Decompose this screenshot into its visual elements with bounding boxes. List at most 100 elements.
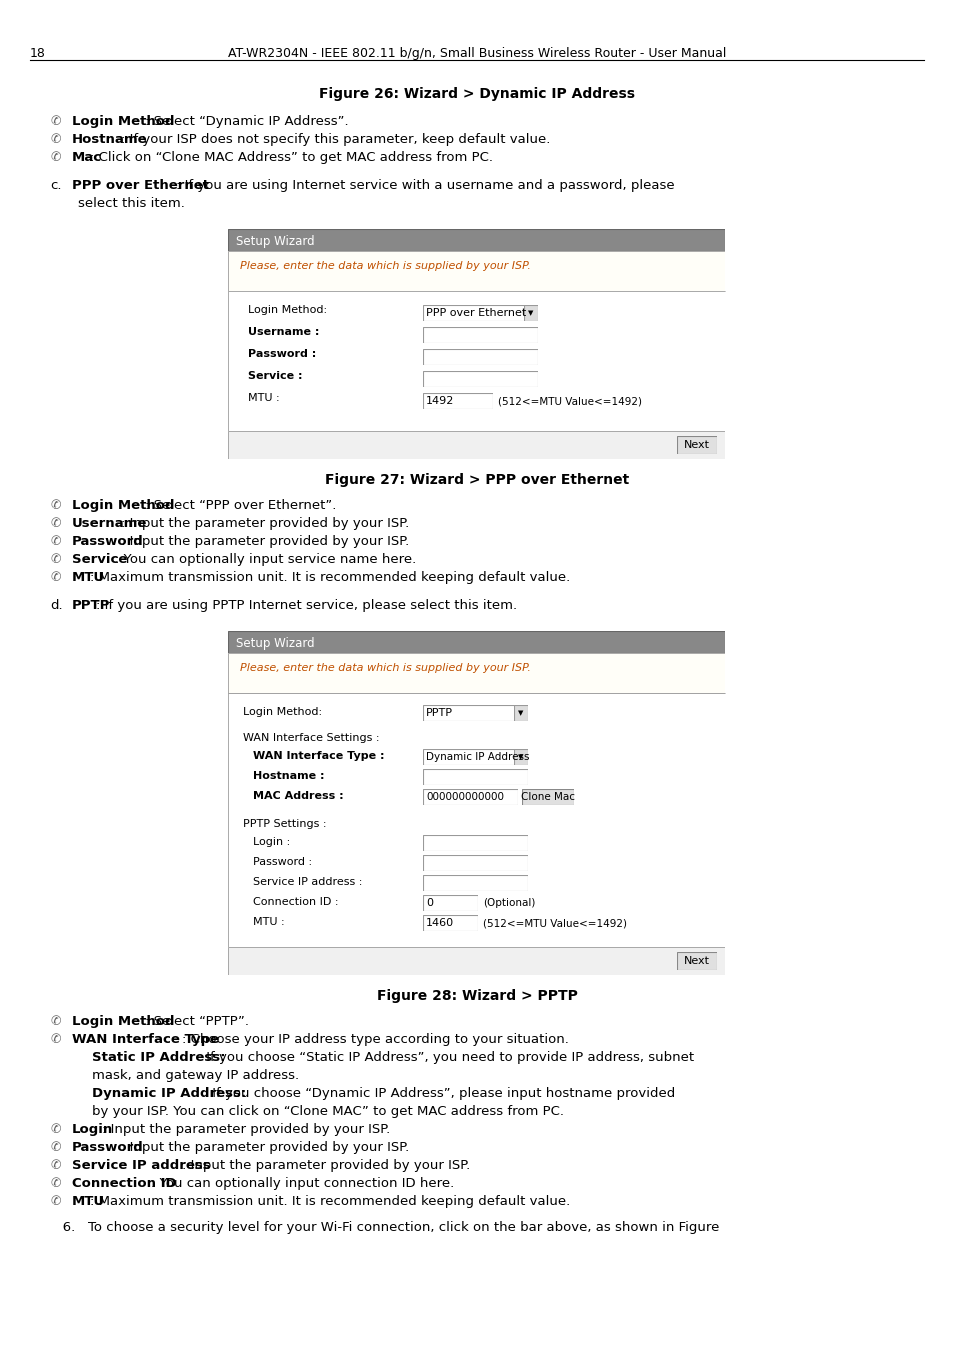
Text: ✆: ✆ xyxy=(50,554,60,566)
Text: 18: 18 xyxy=(30,47,46,59)
Text: PPTP Settings :: PPTP Settings : xyxy=(243,819,326,829)
Text: Setup Wizard: Setup Wizard xyxy=(235,637,314,649)
Text: ▼: ▼ xyxy=(517,710,523,716)
Text: Please, enter the data which is supplied by your ISP.: Please, enter the data which is supplied… xyxy=(240,261,530,271)
Text: ✆: ✆ xyxy=(50,1141,60,1154)
Text: : You can optionally input connection ID here.: : You can optionally input connection ID… xyxy=(152,1177,454,1189)
Text: WAN Interface Type: WAN Interface Type xyxy=(71,1033,219,1046)
Text: Username: Username xyxy=(71,517,147,531)
Text: : Input the parameter provided by your ISP.: : Input the parameter provided by your I… xyxy=(182,1160,470,1172)
Text: Login Method: Login Method xyxy=(71,1015,174,1027)
Text: by your ISP. You can click on “Clone MAC” to get MAC address from PC.: by your ISP. You can click on “Clone MAC… xyxy=(91,1106,563,1118)
Text: Clone Mac: Clone Mac xyxy=(520,792,575,802)
Text: PPP over Ethernet: PPP over Ethernet xyxy=(71,180,209,192)
Text: : Input the parameter provided by your ISP.: : Input the parameter provided by your I… xyxy=(102,1123,391,1135)
Text: PPP over Ethernet: PPP over Ethernet xyxy=(426,308,526,319)
Text: Static IP Address:: Static IP Address: xyxy=(91,1052,225,1064)
Text: ✆: ✆ xyxy=(50,1160,60,1172)
Text: (512<=MTU Value<=1492): (512<=MTU Value<=1492) xyxy=(497,396,641,406)
Text: : Choose your IP address type according to your situation.: : Choose your IP address type according … xyxy=(182,1033,568,1046)
Text: : If your ISP does not specify this parameter, keep default value.: : If your ISP does not specify this para… xyxy=(121,134,550,146)
Text: Password :: Password : xyxy=(253,857,312,867)
Text: Connection ID :: Connection ID : xyxy=(253,896,338,907)
Text: Next: Next xyxy=(683,440,709,450)
Text: ✆: ✆ xyxy=(50,134,60,146)
Text: Password :: Password : xyxy=(248,350,315,359)
Text: WAN Interface Type :: WAN Interface Type : xyxy=(253,751,384,761)
Text: AT-WR2304N - IEEE 802.11 b/g/n, Small Business Wireless Router - User Manual: AT-WR2304N - IEEE 802.11 b/g/n, Small Bu… xyxy=(228,47,725,59)
Text: Hostname: Hostname xyxy=(71,134,148,146)
Text: ✆: ✆ xyxy=(50,500,60,512)
Text: Please, enter the data which is supplied by your ISP.: Please, enter the data which is supplied… xyxy=(240,663,530,674)
Text: Password: Password xyxy=(71,1141,144,1154)
Text: ✆: ✆ xyxy=(50,535,60,548)
Text: Figure 28: Wizard > PPTP: Figure 28: Wizard > PPTP xyxy=(376,990,577,1003)
Text: Password: Password xyxy=(71,535,144,548)
Text: 000000000000: 000000000000 xyxy=(426,792,503,802)
Text: WAN Interface Settings :: WAN Interface Settings : xyxy=(243,733,379,743)
Text: Connection ID: Connection ID xyxy=(71,1177,176,1189)
Text: ✆: ✆ xyxy=(50,115,60,128)
Text: PPTP: PPTP xyxy=(426,707,453,718)
Text: (512<=MTU Value<=1492): (512<=MTU Value<=1492) xyxy=(482,918,626,927)
Text: Login Method: Login Method xyxy=(71,500,174,512)
Text: c.: c. xyxy=(50,180,61,192)
Text: Hostname :: Hostname : xyxy=(253,771,324,782)
Text: Mac: Mac xyxy=(71,151,102,163)
Text: : You can optionally input service name here.: : You can optionally input service name … xyxy=(114,554,416,566)
Text: : Click on “Clone MAC Address” to get MAC address from PC.: : Click on “Clone MAC Address” to get MA… xyxy=(91,151,493,163)
Text: ✆: ✆ xyxy=(50,1123,60,1135)
Text: mask, and gateway IP address.: mask, and gateway IP address. xyxy=(91,1069,299,1081)
Text: MTU: MTU xyxy=(71,571,105,585)
Text: select this item.: select this item. xyxy=(78,197,185,211)
Text: : Input the parameter provided by your ISP.: : Input the parameter provided by your I… xyxy=(121,535,409,548)
Text: ✆: ✆ xyxy=(50,1033,60,1046)
Text: : Maximum transmission unit. It is recommended keeping default value.: : Maximum transmission unit. It is recom… xyxy=(91,1195,570,1208)
Text: 0: 0 xyxy=(426,898,433,909)
Text: MTU: MTU xyxy=(71,1195,105,1208)
Text: ✆: ✆ xyxy=(50,517,60,531)
Text: Login: Login xyxy=(71,1123,113,1135)
Text: Dynamic IP Address: Dynamic IP Address xyxy=(426,752,529,761)
Text: 6.   To choose a security level for your Wi-Fi connection, click on the bar abov: 6. To choose a security level for your W… xyxy=(50,1220,719,1234)
Text: ▼: ▼ xyxy=(527,310,533,316)
Text: Login Method: Login Method xyxy=(71,115,174,128)
Text: Setup Wizard: Setup Wizard xyxy=(235,235,314,248)
Text: If you choose “Static IP Address”, you need to provide IP address, subnet: If you choose “Static IP Address”, you n… xyxy=(202,1052,693,1064)
Text: Login Method:: Login Method: xyxy=(248,305,327,315)
Text: MAC Address :: MAC Address : xyxy=(253,791,343,801)
Text: d.: d. xyxy=(50,599,63,612)
Text: : Input the parameter provided by your ISP.: : Input the parameter provided by your I… xyxy=(121,1141,409,1154)
Text: Service IP address: Service IP address xyxy=(71,1160,211,1172)
Text: Next: Next xyxy=(683,956,709,967)
Text: Service: Service xyxy=(71,554,128,566)
Text: PPTP: PPTP xyxy=(71,599,111,612)
Text: MTU :: MTU : xyxy=(248,393,279,404)
Text: : If you are using PPTP Internet service, please select this item.: : If you are using PPTP Internet service… xyxy=(96,599,517,612)
Text: ✆: ✆ xyxy=(50,1177,60,1189)
Text: 1492: 1492 xyxy=(426,396,454,406)
Text: Figure 27: Wizard > PPP over Ethernet: Figure 27: Wizard > PPP over Ethernet xyxy=(325,472,628,487)
Text: ✆: ✆ xyxy=(50,151,60,163)
Text: : Select “PPTP”.: : Select “PPTP”. xyxy=(145,1015,249,1027)
Text: : If you are using Internet service with a username and a password, please: : If you are using Internet service with… xyxy=(175,180,674,192)
Text: Figure 26: Wizard > Dynamic IP Address: Figure 26: Wizard > Dynamic IP Address xyxy=(318,86,635,101)
Text: ▼: ▼ xyxy=(517,755,523,760)
Text: Login Method:: Login Method: xyxy=(243,707,322,717)
Text: Username :: Username : xyxy=(248,327,319,338)
Text: Service IP address :: Service IP address : xyxy=(253,878,362,887)
Text: : Maximum transmission unit. It is recommended keeping default value.: : Maximum transmission unit. It is recom… xyxy=(91,571,570,585)
Text: Dynamic IP Address:: Dynamic IP Address: xyxy=(91,1087,246,1100)
Text: : Input the parameter provided by your ISP.: : Input the parameter provided by your I… xyxy=(121,517,409,531)
Text: (Optional): (Optional) xyxy=(482,898,535,909)
Text: ✆: ✆ xyxy=(50,1195,60,1208)
Text: ✆: ✆ xyxy=(50,1015,60,1027)
Text: ✆: ✆ xyxy=(50,571,60,585)
Text: Service :: Service : xyxy=(248,371,302,381)
Text: If you choose “Dynamic IP Address”, please input hostname provided: If you choose “Dynamic IP Address”, plea… xyxy=(208,1087,675,1100)
Text: Login :: Login : xyxy=(253,837,290,846)
Text: : Select “PPP over Ethernet”.: : Select “PPP over Ethernet”. xyxy=(145,500,336,512)
Text: MTU :: MTU : xyxy=(253,917,284,927)
Text: 1460: 1460 xyxy=(426,918,454,927)
Text: : Select “Dynamic IP Address”.: : Select “Dynamic IP Address”. xyxy=(145,115,349,128)
